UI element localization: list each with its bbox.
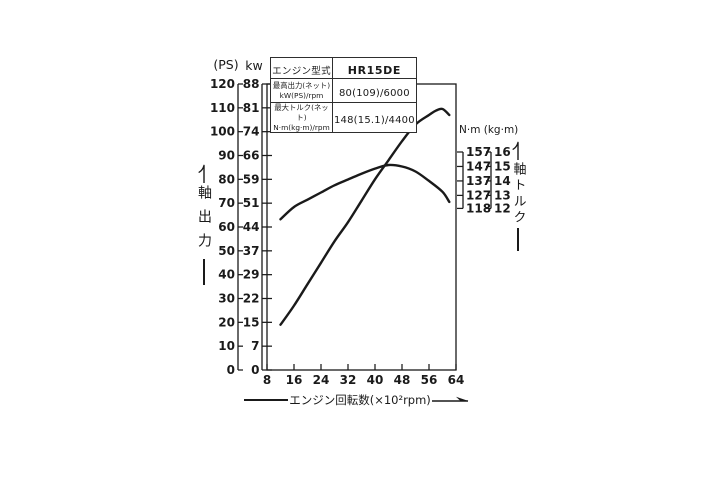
svg-text:64: 64 (448, 373, 465, 387)
svg-text:10: 10 (218, 339, 235, 353)
right-axis-title: 軸トルク (504, 140, 532, 251)
spec-value-cell: 148(15.1)/4400 (332, 101, 417, 134)
x-rpm-scale: 8 16 24 32 40 48 56 64 (263, 364, 465, 387)
svg-text:137: 137 (466, 174, 491, 188)
torque-curve (279, 163, 451, 221)
svg-text:44: 44 (243, 220, 260, 234)
spec-table: エンジン型式 HR15DE 最高出力(ネット) kW(PS)/rpm 80(10… (270, 57, 417, 134)
max-output-label: 最高出力(ネット) (272, 80, 331, 90)
svg-text:120: 120 (210, 77, 235, 91)
max-torque-label: 最大トルク(ネット) (274, 103, 329, 122)
spec-table-row-max-output: 最高出力(ネット) kW(PS)/rpm 80(109)/6000 (270, 78, 417, 103)
max-torque-unit: N·m(kg·m)/rpm (273, 122, 330, 132)
left-ps-kw-scales: 0 0 10 7 20 15 30 22 40 29 50 37 60 44 70 51 80 59 90 66 100… (210, 77, 272, 377)
axis-title-tail-line (203, 259, 205, 285)
svg-text:81: 81 (243, 101, 260, 115)
svg-text:157: 157 (466, 145, 491, 159)
svg-text:127: 127 (466, 188, 491, 202)
spec-table-row-max-torque: 最大トルク(ネット) N·m(kg·m)/rpm 148(15.1)/4400 (270, 101, 417, 134)
spec-label-cell: エンジン型式 (270, 57, 333, 79)
engine-model-value: HR15DE (347, 63, 401, 77)
left-axis-title: 軸出力 (190, 163, 218, 285)
svg-text:0: 0 (251, 363, 259, 377)
svg-text:32: 32 (340, 373, 357, 387)
svg-text:48: 48 (394, 373, 411, 387)
svg-text:88: 88 (243, 77, 260, 91)
spec-label-cell: 最高出力(ネット) kW(PS)/rpm (270, 78, 333, 103)
svg-text:15: 15 (243, 315, 260, 329)
svg-text:37: 37 (243, 244, 260, 258)
spec-value-cell: HR15DE (332, 57, 417, 79)
right-axis-unit-header: N·m (kg·m) (459, 124, 519, 136)
svg-text:15: 15 (494, 159, 511, 173)
axis-title-tail-line (517, 228, 519, 251)
left-axis-unit-kw: kw (245, 58, 263, 73)
svg-text:13: 13 (494, 188, 511, 202)
svg-text:40: 40 (218, 268, 235, 282)
right-axis-title-text: 軸トルク (510, 162, 526, 226)
max-output-value: 80(109)/6000 (338, 88, 410, 99)
spec-value-cell: 80(109)/6000 (332, 78, 417, 103)
svg-text:66: 66 (243, 149, 260, 163)
spec-table-row-model: エンジン型式 HR15DE (270, 57, 417, 79)
svg-text:20: 20 (218, 315, 235, 329)
svg-text:110: 110 (210, 101, 235, 115)
svg-text:56: 56 (421, 373, 438, 387)
svg-text:70: 70 (218, 196, 235, 210)
left-axis-title-text: 軸出力 (196, 185, 212, 257)
svg-text:24: 24 (313, 373, 330, 387)
svg-text:74: 74 (243, 125, 260, 139)
svg-text:118: 118 (466, 201, 491, 215)
engine-model-label: エンジン型式 (272, 65, 331, 77)
svg-text:0: 0 (227, 363, 235, 377)
left-axis-unit-ps: (PS) (213, 57, 239, 72)
svg-text:59: 59 (243, 172, 260, 186)
svg-text:29: 29 (243, 268, 260, 282)
svg-text:8: 8 (263, 373, 271, 387)
up-arrow-icon (198, 164, 205, 183)
svg-text:16: 16 (286, 373, 303, 387)
max-torque-value: 148(15.1)/4400 (334, 115, 415, 127)
svg-text:51: 51 (243, 196, 260, 210)
svg-text:90: 90 (218, 149, 235, 163)
max-output-unit: kW(PS)/rpm (279, 90, 324, 100)
spec-label-cell: 最大トルク(ネット) N·m(kg·m)/rpm (270, 101, 333, 134)
output-curve (279, 107, 451, 326)
svg-text:60: 60 (218, 220, 235, 234)
svg-text:80: 80 (218, 172, 235, 186)
svg-text:30: 30 (218, 292, 235, 306)
right-arrow-icon (431, 396, 469, 402)
svg-text:50: 50 (218, 244, 235, 258)
x-axis-title-text: エンジン回転数(×10²rpm) (289, 393, 431, 407)
svg-text:22: 22 (243, 292, 260, 306)
svg-text:40: 40 (367, 373, 384, 387)
svg-text:7: 7 (251, 339, 259, 353)
svg-text:12: 12 (494, 201, 511, 215)
up-arrow-icon (512, 141, 519, 160)
svg-text:14: 14 (494, 174, 511, 188)
svg-text:147: 147 (466, 159, 491, 173)
svg-text:16: 16 (494, 145, 511, 159)
x-axis-leader-line (244, 399, 289, 401)
svg-text:100: 100 (210, 125, 235, 139)
x-axis-title: エンジン回転数(×10²rpm) (244, 392, 469, 408)
